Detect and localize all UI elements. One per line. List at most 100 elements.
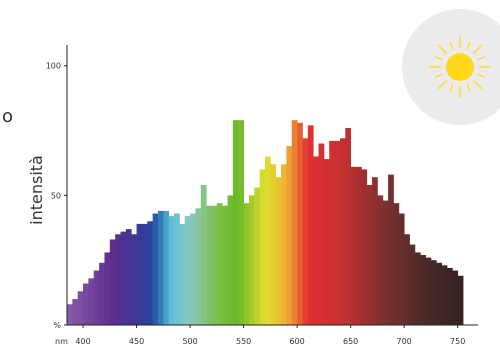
y-tick-label: 100 [46,62,61,71]
sun-ray [466,84,471,93]
sun [446,53,474,81]
bar [125,229,132,325]
bar [131,234,137,325]
bar [404,234,410,325]
bar [238,120,245,326]
bar [248,195,255,325]
sun-ray [437,44,448,55]
bar [195,208,202,325]
sun-ray [449,84,454,93]
sun-ray [437,79,448,90]
bar [372,177,378,325]
bar [323,159,330,325]
bar [141,223,148,325]
bars [67,120,464,326]
bar [232,120,239,326]
x-tick-label: 500 [182,337,197,346]
bar [414,252,421,325]
bar [388,174,394,325]
bar [109,239,116,325]
bar [88,278,95,325]
y-tick-label: % [53,321,61,330]
bar [355,166,362,325]
x-tick-label: 700 [397,337,412,346]
sun-ray [434,56,443,61]
bar [254,187,261,325]
bar [184,216,191,325]
bar [83,283,89,325]
bar [190,213,196,325]
x-tick-label: 600 [289,337,304,346]
x-axis-label: nm [55,337,68,346]
bar [281,164,287,325]
bar [275,177,282,325]
bar [99,262,105,325]
sun-ray [449,41,454,50]
bar [446,267,453,325]
bar [115,234,121,325]
bar [377,195,384,325]
bar [77,291,84,325]
sun-ray [434,73,443,78]
x-tick-label: 650 [343,337,358,346]
bar [270,164,277,325]
bar [291,120,298,326]
bar [425,257,432,325]
bar [200,185,207,325]
sun-ray [466,41,471,50]
bar [339,138,346,325]
sun-icon [402,9,500,125]
y-axis-label: intensità [27,155,46,225]
bar [361,169,368,325]
bar [152,213,159,325]
bar [174,213,180,325]
sun-rays [429,36,491,98]
bar [104,252,111,325]
bar [72,299,79,325]
y-tick-label: 50 [51,191,61,200]
x-tick-label: 750 [450,337,465,346]
bar [345,127,352,326]
x-tick-label: 550 [236,337,251,346]
bar [329,140,335,325]
bar [452,270,459,325]
bar [302,138,309,325]
bar [211,205,218,325]
bar [168,216,175,325]
bar [179,223,186,325]
bar [265,156,271,325]
axes: % 50 100 400 450 500 550 600 650 700 750 [46,45,478,346]
bar [307,125,314,326]
bar [398,213,405,325]
bar [393,203,400,325]
bar [313,156,319,325]
bar [409,244,416,325]
bar [227,195,234,325]
bar [147,221,154,325]
bar [93,270,100,325]
bar [243,203,250,325]
x-tick-label: 400 [75,337,90,346]
bar [436,262,443,325]
bar [297,122,303,326]
bar [366,185,373,325]
bar [163,210,170,325]
sun-ray [472,79,483,90]
sun-ray [477,73,486,78]
bar [457,275,464,325]
x-tick-label: 450 [129,337,144,346]
bar [286,146,293,325]
bar [382,200,389,325]
side-text: o [2,106,13,127]
bar [441,265,448,325]
sun-ray [477,56,486,61]
bar [334,140,341,325]
bar [216,203,223,325]
bar [157,210,164,325]
sun-ray [472,44,483,55]
bar [259,169,266,325]
bar [67,304,73,325]
bar [136,223,143,325]
